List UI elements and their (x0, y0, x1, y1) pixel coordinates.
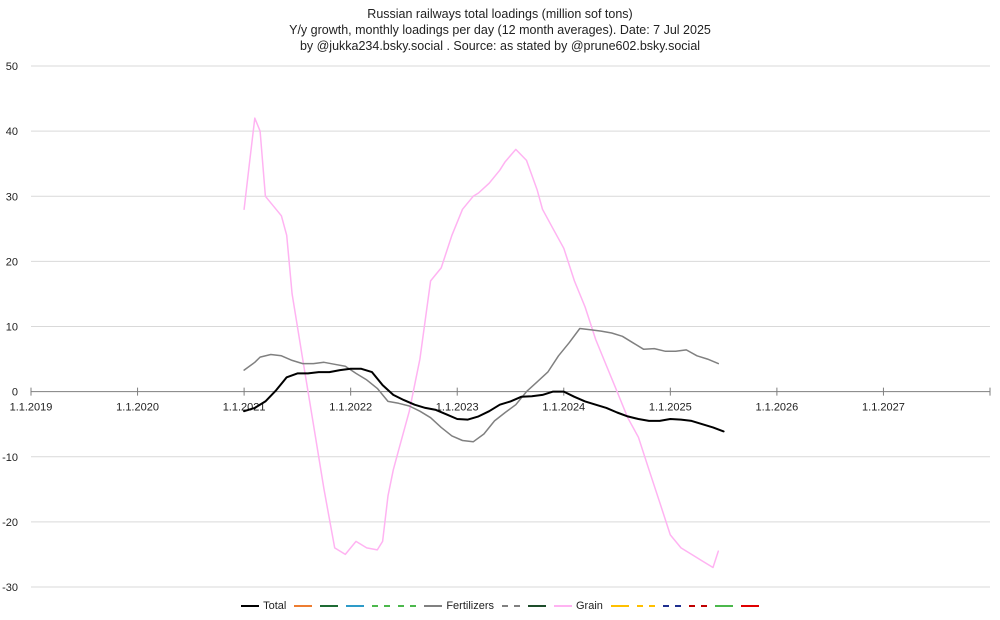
x-tick-label-5: 1.1.2024 (542, 402, 585, 414)
legend-item-0: Total (241, 600, 286, 612)
legend-item-7 (502, 605, 520, 607)
legend-swatch-14 (714, 605, 733, 607)
legend-label-6: Fertilizers (446, 600, 494, 612)
legend-item-11 (636, 605, 655, 607)
legend-item-15 (740, 605, 759, 607)
y-tick-label-5: 0 (12, 387, 18, 399)
legend-item-8 (528, 605, 546, 607)
x-tick-label-6: 1.1.2025 (649, 402, 692, 414)
legend-item-1 (294, 605, 313, 607)
chart-title-line-3: by @jukka234.bsky.social . Source: as st… (299, 39, 701, 53)
legend-item-2 (320, 605, 339, 607)
legend-item-5 (398, 605, 417, 607)
series-line-grain (243, 117, 720, 569)
x-tick-label-8: 1.1.2027 (862, 402, 905, 414)
y-tick-label-2: 30 (6, 191, 18, 203)
legend-label-9: Grain (576, 600, 603, 612)
chart-title-line-2: Y/y growth, monthly loadings per day (12… (289, 23, 711, 37)
x-tick-label-7: 1.1.2026 (755, 402, 798, 414)
legend-item-13 (688, 605, 707, 607)
chart-title: Russian railways total loadings (million… (0, 6, 1000, 54)
legend-item-12 (662, 605, 681, 607)
y-tick-label-6: -10 (2, 452, 18, 464)
y-tick-label-7: -20 (2, 517, 18, 529)
y-tick-label-4: 10 (6, 322, 18, 334)
y-tick-label-3: 20 (6, 256, 18, 268)
x-tick-label-1: 1.1.2020 (116, 402, 159, 414)
y-tick-label-1: 40 (6, 126, 18, 138)
x-tick-label-3: 1.1.2022 (329, 402, 372, 414)
legend-swatch-12 (662, 605, 681, 607)
legend-swatch-9 (554, 605, 572, 607)
legend-swatch-0 (241, 605, 260, 607)
legend-item-4 (372, 605, 391, 607)
x-tick-label-4: 1.1.2023 (436, 402, 479, 414)
legend-swatch-11 (636, 605, 655, 607)
legend-item-3 (346, 605, 365, 607)
legend-swatch-5 (398, 605, 417, 607)
legend-swatch-4 (372, 605, 391, 607)
legend-swatch-10 (610, 605, 629, 607)
chart-legend: Total Fertilizers Grain (0, 598, 1000, 614)
x-tick-label-2: 1.1.2021 (223, 402, 266, 414)
legend-item-10 (610, 605, 629, 607)
x-tick-label-0: 1.1.2019 (10, 402, 53, 414)
chart-title-line-1: Russian railways total loadings (million… (367, 7, 633, 21)
y-tick-label-0: 50 (6, 61, 18, 73)
series-line-fertilizers (243, 327, 720, 443)
legend-swatch-1 (294, 605, 313, 607)
legend-swatch-13 (688, 605, 707, 607)
legend-swatch-8 (528, 605, 546, 607)
legend-label-0: Total (263, 600, 287, 612)
series-line-total (243, 367, 725, 433)
legend-item-14 (714, 605, 733, 607)
legend-swatch-2 (320, 605, 339, 607)
y-tick-label-8: -30 (2, 582, 18, 594)
legend-swatch-7 (502, 605, 520, 607)
legend-swatch-6 (424, 605, 443, 607)
legend-swatch-3 (346, 605, 365, 607)
legend-swatch-15 (740, 605, 759, 607)
legend-item-6: Fertilizers (424, 600, 494, 612)
legend-item-9: Grain (554, 600, 603, 612)
